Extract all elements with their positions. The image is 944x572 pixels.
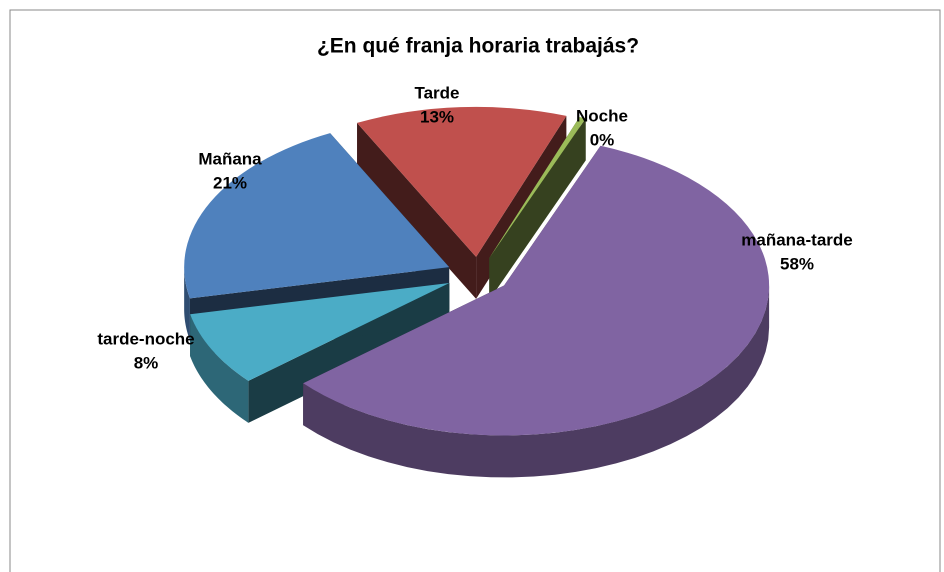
slice-side (357, 122, 477, 299)
slice-label: Noche (576, 106, 628, 125)
slice-wall (184, 267, 190, 341)
slice-label: tarde-noche (97, 329, 194, 348)
pie-slice (190, 283, 450, 423)
slice-top (357, 106, 567, 257)
slice-value-label: 13% (420, 107, 454, 126)
slice-side (489, 118, 586, 301)
pie-slice (303, 145, 770, 478)
slice-top (303, 145, 770, 436)
slice-wall (190, 314, 249, 423)
slice-top (184, 133, 450, 299)
chart-title: ¿En qué franja horaria trabajás? (317, 35, 639, 58)
slice-top (190, 283, 450, 381)
slice-label: mañana-tarde (741, 230, 852, 249)
slice-top (489, 117, 586, 259)
slice-wall (303, 285, 770, 478)
pie-slice (489, 117, 586, 301)
slice-value-label: 0% (590, 130, 615, 149)
slice-label: Mañana (198, 149, 262, 168)
slice-value-label: 8% (134, 353, 159, 372)
slice-value-label: 21% (213, 173, 247, 192)
slice-label: Tarde (414, 83, 459, 102)
slice-value-label: 58% (780, 254, 814, 273)
